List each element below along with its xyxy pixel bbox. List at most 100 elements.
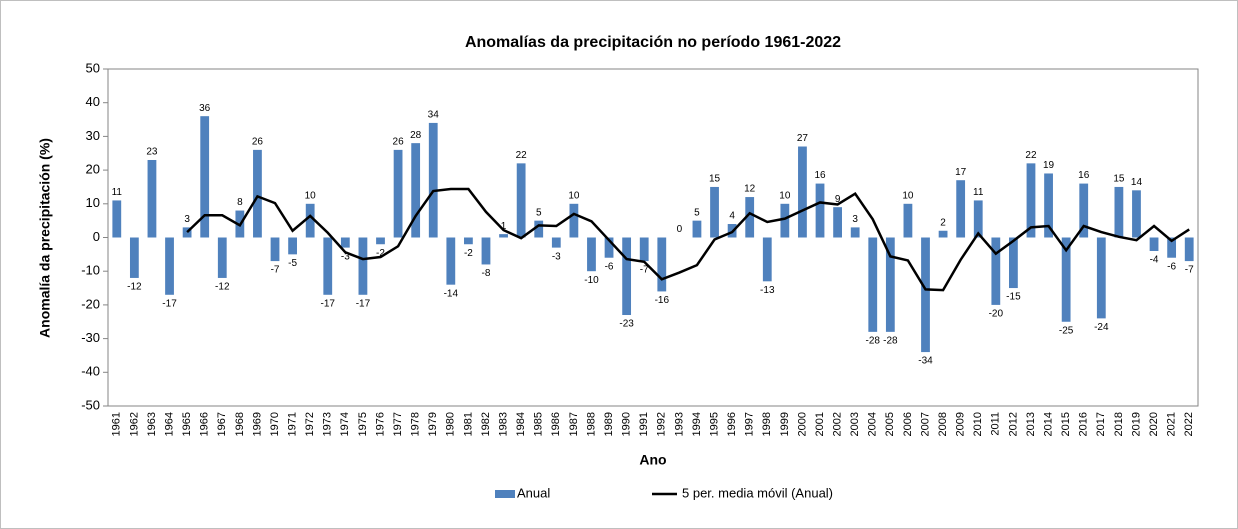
x-tick-label: 2001 [814,412,826,436]
chart-title: Anomalías da precipitación no período 19… [465,34,841,51]
bar [991,237,1001,305]
bar [1026,163,1036,238]
data-label: -23 [619,319,634,330]
x-tick-label: 1977 [392,412,404,436]
bar [1167,237,1177,258]
bar [1149,237,1159,251]
data-label: -4 [1150,255,1159,266]
x-tick-label: 2006 [902,412,914,436]
bar [428,122,438,238]
bar [165,237,174,295]
bar [780,203,790,238]
bar [973,200,983,238]
x-tick-label: 1974 [339,412,351,436]
x-tick-label: 2014 [1042,412,1054,436]
x-tick-label: 2011 [990,412,1002,436]
data-label: 12 [744,184,756,195]
data-label: 11 [112,187,123,198]
data-label: 28 [410,130,422,141]
x-tick-label: 1993 [673,412,685,436]
data-label: -24 [1094,322,1109,333]
x-tick-label: 1987 [568,412,580,436]
x-tick-label: 2000 [796,412,808,436]
x-tick-label: 1963 [146,412,158,436]
data-label: 15 [709,174,721,185]
data-label: -3 [552,251,561,262]
x-tick-label: 1965 [181,412,193,436]
x-tick-label: 2018 [1113,412,1125,436]
data-label: -6 [605,261,614,272]
bar [587,237,596,272]
data-label: -16 [655,295,670,306]
x-tick-label: 2009 [955,412,967,436]
x-tick-label: 1982 [480,412,492,436]
data-label: 3 [852,214,858,225]
data-label: 11 [973,187,984,198]
data-label: 5 [694,207,700,218]
y-axis-title: Anomalía da precipitación (%) [37,138,53,338]
bar [815,183,825,238]
x-tick-label: 1984 [515,412,527,436]
data-label: 4 [729,211,735,222]
bar [323,237,333,295]
bar [551,237,561,248]
data-label: 2 [940,217,946,228]
data-label: 10 [305,190,317,201]
x-tick-label: 1983 [497,412,509,436]
data-label: 26 [252,137,264,148]
x-tick-label: 1962 [128,412,140,436]
data-label: -12 [215,282,230,293]
x-tick-label: 1998 [761,412,773,436]
bar [446,237,456,285]
bar [499,234,508,238]
data-label: 1 [501,221,507,232]
data-label: 27 [797,133,809,144]
data-label: -14 [444,288,459,299]
data-label: -6 [1167,261,1176,272]
bar [868,237,878,332]
data-label: -2 [464,248,473,259]
x-tick-label: 1996 [726,412,738,436]
x-tick-label: 1979 [427,412,439,436]
x-tick-label: 1978 [410,412,422,436]
bar [253,149,262,238]
bar [1184,237,1194,262]
x-tick-label: 2008 [937,412,949,436]
y-tick-label: -10 [81,263,100,278]
data-label: -2 [376,248,385,259]
data-label: -12 [127,282,142,293]
bar [147,159,157,238]
bar [710,186,719,238]
data-label: -17 [162,298,177,309]
data-label: 14 [1131,177,1143,188]
data-label: -7 [1185,265,1194,276]
data-label: 23 [146,147,158,158]
x-tick-label: 1975 [357,412,369,436]
y-tick-label: 50 [86,60,100,75]
data-label: 17 [955,167,967,178]
x-tick-label: 1970 [269,412,281,436]
data-label: 5 [536,207,542,218]
legend-label: Anual [517,485,550,500]
x-tick-label: 2013 [1025,412,1037,436]
legend-swatch [495,490,515,498]
x-tick-label: 2016 [1078,412,1090,436]
x-tick-label: 1999 [779,412,791,436]
data-label: 16 [814,170,826,181]
x-tick-label: 2017 [1095,412,1107,436]
bar [1061,237,1071,322]
x-tick-label: 2015 [1060,412,1072,436]
bar [358,237,368,295]
bar [938,230,948,238]
x-tick-label: 1968 [234,412,246,436]
y-tick-label: 10 [86,195,100,210]
bar [305,203,315,238]
legend-label: 5 per. media móvil (Anual) [682,485,833,500]
x-tick-label: 2002 [832,412,844,436]
bar [481,237,491,265]
data-label: -7 [271,265,280,276]
bar [182,227,192,238]
data-label: 10 [779,190,791,201]
